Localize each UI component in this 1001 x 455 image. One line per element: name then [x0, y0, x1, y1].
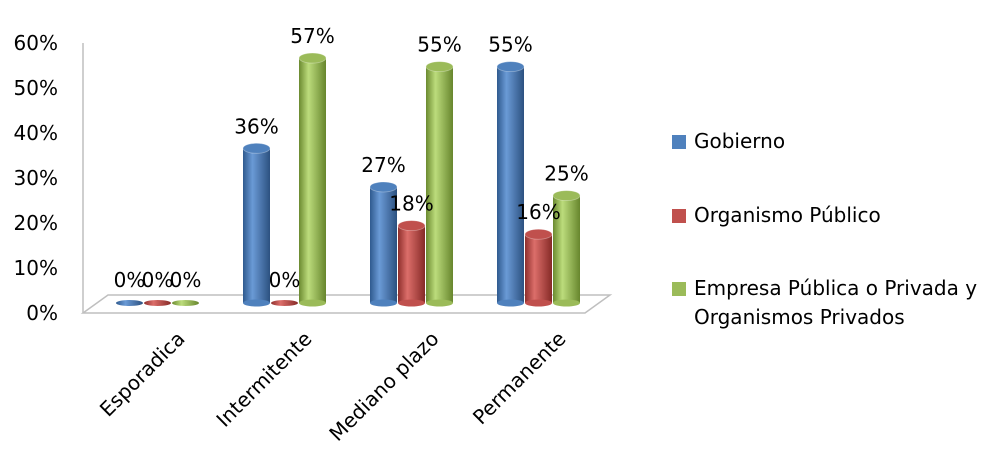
bar — [552, 190, 581, 307]
category-label: Intermitente — [211, 327, 316, 432]
bar — [116, 300, 143, 306]
legend-label: Organismos Privados — [694, 305, 905, 329]
data-label: 36% — [234, 114, 278, 138]
legend-item-organismo-publico: Organismo Público — [672, 201, 1001, 230]
bar — [172, 300, 199, 306]
data-label: 55% — [417, 33, 461, 57]
bar — [144, 300, 171, 306]
bar — [397, 220, 426, 307]
bar-chart: 0%10%20%30%40%50%60% 0%36%27%55%0% 0%18% 1… — [14, 24, 613, 446]
category-label: Esporadica — [95, 327, 190, 422]
data-label: 25% — [544, 162, 588, 186]
y-tick-label: 40% — [14, 121, 58, 145]
data-label: 16% — [516, 200, 560, 224]
y-tick-label: 20% — [14, 211, 58, 235]
legend-item-gobierno: Gobierno — [672, 127, 1001, 156]
category-labels: Esporadica Intermitente Mediano plazo Perma… — [95, 327, 571, 446]
category-label: Permanente — [468, 327, 571, 430]
data-labels: 0%36%27%55%0% 0%18% 16%0%57% 55%25% — [114, 24, 589, 292]
legend-swatch — [672, 135, 686, 149]
y-tick-label: 0% — [26, 301, 58, 325]
data-label: 18% — [389, 192, 433, 216]
bar — [298, 52, 327, 307]
data-label: 0% — [269, 268, 301, 292]
data-label: 0% — [114, 268, 146, 292]
data-label: 27% — [361, 153, 405, 177]
y-tick-label: 50% — [14, 76, 58, 100]
y-axis-ticks: 0% 10% 20% 30% 40% 50% 60% — [14, 31, 58, 325]
y-tick-label: 10% — [14, 256, 58, 280]
bar — [242, 142, 271, 307]
chart-floor — [80, 294, 613, 314]
category-label: Mediano plazo — [324, 327, 443, 446]
legend-label: Gobierno — [694, 129, 786, 153]
bar — [524, 228, 553, 307]
legend-label: Empresa Pública o Privada y — [694, 276, 978, 300]
data-label: 0% — [170, 268, 202, 292]
legend-label: Organismo Público — [694, 203, 881, 227]
legend: Gobierno Organismo Público Empresa Públi… — [672, 118, 1001, 332]
bar — [496, 61, 525, 307]
bars — [116, 52, 581, 307]
data-label: 0% — [142, 268, 174, 292]
data-label: 55% — [488, 33, 532, 57]
y-tick-label: 30% — [14, 166, 58, 190]
legend-swatch — [672, 209, 686, 223]
bar — [425, 61, 454, 307]
bar — [369, 181, 398, 307]
bar — [271, 300, 298, 306]
legend-swatch — [672, 282, 686, 296]
y-tick-label: 60% — [14, 31, 58, 55]
data-label: 57% — [290, 24, 334, 48]
legend-item-empresa: Empresa Pública o Privada y Organismos P… — [672, 274, 1001, 332]
